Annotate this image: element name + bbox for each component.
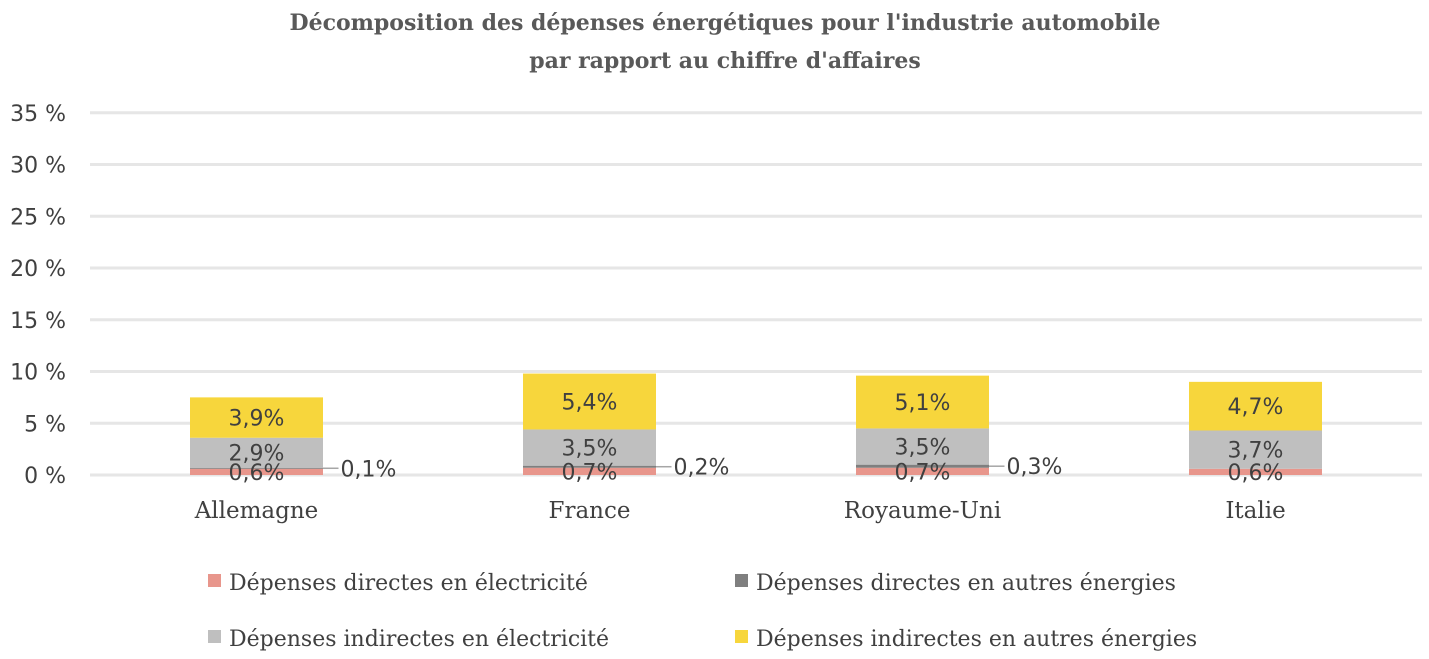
y-tick-label: 30 % (10, 154, 66, 179)
y-tick-label: 0 % (24, 464, 66, 489)
bar-segment (1189, 468, 1322, 475)
data-label: 3,5% (562, 437, 618, 462)
chart-title: Décomposition des dépenses énergétiques … (290, 10, 1161, 36)
data-label: 0,3% (1007, 455, 1063, 480)
x-tick-label: France (549, 498, 631, 524)
bar-segment (856, 375, 989, 429)
y-tick-label: 5 % (24, 412, 66, 437)
legend: Dépenses directes en électricité Dépenses… (208, 571, 1197, 652)
legend-swatch (735, 574, 748, 587)
x-tick-label: Royaume-Uni (844, 498, 1001, 524)
bar-segment (523, 467, 656, 475)
legend-swatch (208, 630, 221, 643)
y-tick-label: 20 % (10, 257, 66, 282)
data-label: 0,1% (341, 457, 397, 482)
x-tick-label: Allemagne (194, 498, 319, 524)
data-labels: 0,6% 0,1% 2,9% 3,9% 0,7% 0,2% 3,5% 5,4% 0,7% 0,3%… (229, 391, 1284, 486)
data-label: 0,6% (1228, 461, 1284, 486)
bar-segment (1189, 381, 1322, 431)
bars (190, 373, 1322, 475)
bar-segment (856, 464, 989, 468)
y-tick-label: 15 % (10, 309, 66, 334)
data-label: 3,9% (229, 407, 285, 432)
y-tick-label: 25 % (10, 205, 66, 230)
bar-segment (190, 437, 323, 468)
bar-segment (856, 428, 989, 465)
data-label: 0,6% (229, 461, 285, 486)
legend-swatch (208, 574, 221, 587)
data-label: 0,7% (895, 460, 951, 485)
data-label: 3,5% (895, 436, 951, 461)
legend-label: Dépenses directes en autres énergies (756, 571, 1176, 596)
bar-segment (523, 373, 656, 430)
chart-subtitle: par rapport au chiffre d'affaires (529, 48, 921, 74)
data-label: 5,4% (562, 391, 618, 416)
legend-label: Dépenses directes en électricité (229, 571, 588, 596)
bar-segment (190, 397, 323, 438)
data-label: 2,9% (229, 442, 285, 467)
x-tick-label: Italie (1225, 498, 1285, 524)
bar-segment (523, 429, 656, 466)
legend-label: Dépenses indirectes en électricité (229, 627, 609, 652)
legend-label: Dépenses indirectes en autres énergies (756, 627, 1197, 652)
bar-segment (1189, 430, 1322, 469)
bar-segment (856, 467, 989, 475)
bar-segment (523, 465, 656, 468)
legend-swatch (735, 630, 748, 643)
x-axis-ticks: Allemagne France Royaume-Uni Italie (194, 498, 1286, 524)
bar-segment (190, 467, 323, 469)
data-label: 0,2% (674, 456, 730, 481)
data-label: 4,7% (1228, 395, 1284, 420)
y-axis-ticks: 0 % 5 % 10 % 15 % 20 % 25 % 30 % 35 % (10, 102, 66, 489)
data-label: 0,7% (562, 460, 618, 485)
bar-segment (190, 468, 323, 475)
data-label: 3,7% (1228, 439, 1284, 464)
y-tick-label: 10 % (10, 361, 66, 386)
y-tick-label: 35 % (10, 102, 66, 127)
data-label: 5,1% (895, 391, 951, 416)
